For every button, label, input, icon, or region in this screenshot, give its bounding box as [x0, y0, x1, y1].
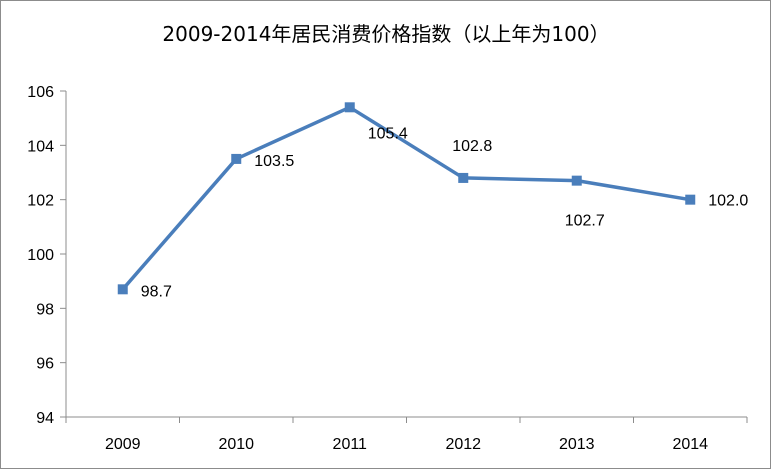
x-tick-label: 2010 [218, 436, 254, 453]
chart-title: 2009-2014年居民消费价格指数（以上年为100） [162, 22, 609, 46]
y-tick-label: 102 [27, 193, 54, 210]
y-tick-label: 104 [27, 138, 54, 155]
y-tick-label: 94 [36, 410, 54, 427]
data-label: 105.4 [368, 125, 408, 142]
y-tick-label: 100 [27, 247, 54, 264]
data-point-marker [117, 284, 128, 295]
data-point-marker [458, 172, 469, 183]
x-tick-label: 2013 [559, 436, 595, 453]
data-label: 102.0 [708, 193, 748, 210]
y-tick-label: 98 [36, 301, 54, 318]
data-label: 102.7 [565, 213, 605, 230]
data-point-marker [344, 102, 355, 113]
data-label: 102.8 [452, 138, 492, 155]
series-line [121, 105, 691, 291]
x-axis-ticks: 2009 2010 2011 2012 2013 2014 [65, 417, 748, 453]
y-tick-label: 96 [36, 356, 54, 373]
x-tick-label: 2009 [105, 436, 141, 453]
series-line-group [117, 102, 696, 295]
data-point-marker [571, 175, 582, 186]
y-tick-label: 106 [27, 84, 54, 101]
x-tick-label: 2012 [445, 436, 481, 453]
data-point-marker [685, 194, 696, 205]
y-axis-ticks: 94 96 98 100 102 104 106 [27, 84, 66, 427]
data-label: 98.7 [141, 283, 172, 300]
x-tick-label: 2011 [333, 436, 368, 453]
data-label: 103.5 [254, 153, 294, 170]
data-point-marker [231, 153, 242, 164]
x-tick-label: 2014 [672, 436, 708, 453]
data-label-group: 98.7 103.5 105.4 102.8 102.7 102.0 [141, 125, 749, 300]
